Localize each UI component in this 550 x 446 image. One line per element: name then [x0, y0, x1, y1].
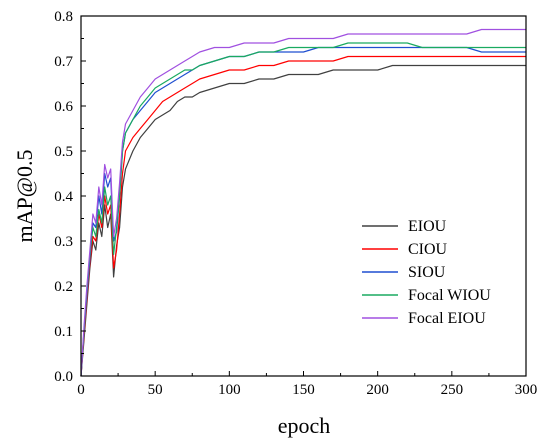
y-tick-label: 0.1 — [54, 324, 73, 340]
x-tick-label: 150 — [292, 382, 315, 398]
series-line-focal-wiou — [80, 42, 526, 377]
y-tick-label: 0.6 — [54, 99, 73, 115]
x-tick-label: 50 — [148, 382, 163, 398]
y-tick-label: 0.3 — [54, 234, 73, 250]
x-tick-label: 300 — [515, 382, 538, 398]
legend-label: SIOU — [408, 264, 446, 281]
x-tick-label: 0 — [77, 382, 85, 398]
series-line-ciou — [80, 55, 526, 377]
legend-label: Focal EIOU — [408, 310, 486, 327]
series-line-eiou — [80, 64, 526, 377]
series-line-siou — [80, 46, 526, 377]
x-tick-label: 200 — [366, 382, 389, 398]
y-tick-label: 0.0 — [54, 369, 73, 385]
y-tick-label: 0.7 — [54, 54, 73, 70]
legend-label: EIOU — [408, 218, 447, 235]
legend-label: CIOU — [408, 241, 448, 258]
y-tick-label: 0.5 — [54, 144, 73, 160]
x-tick-label: 250 — [441, 382, 464, 398]
y-axis-title: mAP@0.5 — [12, 150, 37, 243]
legend: EIOU CIOU SIOU Focal WIOU Focal EIOU — [362, 218, 491, 327]
ticks-layer: 0 50 100 150 200 250 300 0.0 0.1 0.2 0.3 0.4 0.5 0.6 0… — [54, 9, 537, 398]
y-tick-label: 0.2 — [54, 279, 73, 295]
y-tick-label: 0.8 — [54, 9, 73, 25]
y-tick-label: 0.4 — [54, 189, 73, 205]
x-tick-label: 100 — [218, 382, 241, 398]
series-layer — [80, 28, 526, 377]
legend-label: Focal WIOU — [408, 287, 491, 304]
x-axis-title: epoch — [278, 413, 331, 438]
series-line-focal-eiou — [80, 28, 526, 377]
